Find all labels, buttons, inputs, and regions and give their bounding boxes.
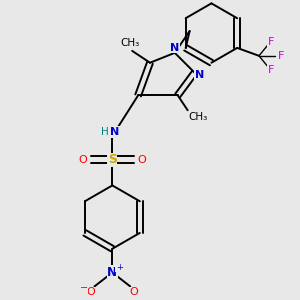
Text: +: + <box>116 263 123 272</box>
Text: F: F <box>268 65 274 75</box>
Text: O: O <box>130 287 139 297</box>
Text: CH₃: CH₃ <box>188 112 207 122</box>
Text: F: F <box>278 51 284 61</box>
Text: O: O <box>86 287 95 297</box>
Text: N: N <box>107 266 117 279</box>
Text: N: N <box>110 127 119 137</box>
Text: −: − <box>80 283 88 293</box>
Text: S: S <box>108 153 117 166</box>
Text: F: F <box>268 37 274 47</box>
Text: O: O <box>78 155 87 165</box>
Text: CH₃: CH₃ <box>121 38 140 48</box>
Text: O: O <box>138 155 146 165</box>
Text: N: N <box>195 70 204 80</box>
Text: N: N <box>170 43 179 53</box>
Text: H: H <box>100 127 108 137</box>
